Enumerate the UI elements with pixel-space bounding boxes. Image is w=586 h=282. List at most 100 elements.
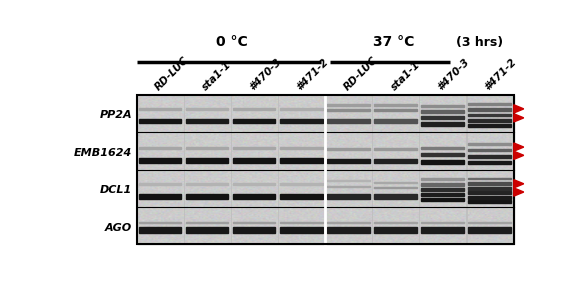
Bar: [186, 158, 229, 163]
Bar: [421, 105, 464, 107]
Bar: [327, 222, 370, 224]
Bar: [280, 183, 322, 184]
Bar: [186, 147, 229, 149]
Bar: [468, 200, 511, 203]
Text: sta1-1: sta1-1: [200, 59, 234, 92]
Bar: [374, 227, 417, 233]
Polygon shape: [514, 151, 524, 159]
Bar: [280, 147, 322, 149]
Bar: [139, 108, 181, 110]
Bar: [421, 227, 464, 233]
Bar: [186, 183, 229, 184]
Bar: [374, 182, 417, 183]
Bar: [280, 108, 322, 110]
Bar: [421, 116, 464, 119]
Bar: [186, 108, 229, 110]
Bar: [233, 119, 275, 123]
Bar: [233, 183, 275, 184]
Bar: [421, 222, 464, 224]
Text: EMB1624: EMB1624: [74, 148, 132, 158]
Polygon shape: [514, 188, 524, 196]
Polygon shape: [514, 105, 524, 113]
Bar: [139, 222, 181, 224]
Bar: [139, 194, 181, 199]
Bar: [468, 155, 511, 158]
Bar: [280, 222, 322, 224]
Bar: [468, 109, 511, 111]
Bar: [421, 160, 464, 164]
Bar: [139, 119, 181, 123]
Bar: [421, 110, 464, 113]
Bar: [468, 114, 511, 116]
Bar: [233, 222, 275, 224]
Bar: [233, 147, 275, 149]
Bar: [327, 159, 370, 163]
Bar: [421, 147, 464, 149]
Bar: [327, 194, 370, 199]
Polygon shape: [514, 180, 524, 188]
Bar: [233, 194, 275, 199]
Bar: [139, 183, 181, 184]
Text: RD-LUC: RD-LUC: [154, 55, 191, 92]
Bar: [468, 187, 511, 190]
Bar: [327, 148, 370, 150]
Bar: [421, 183, 464, 186]
Bar: [233, 108, 275, 110]
Text: 0 °C: 0 °C: [216, 35, 248, 49]
Bar: [468, 119, 511, 122]
Bar: [468, 143, 511, 145]
Polygon shape: [514, 114, 524, 122]
Bar: [186, 222, 229, 224]
Bar: [468, 222, 511, 224]
Bar: [280, 158, 322, 163]
Text: (3 hrs): (3 hrs): [456, 36, 503, 49]
Bar: [327, 180, 370, 181]
Bar: [327, 186, 370, 187]
Bar: [327, 119, 370, 123]
Bar: [421, 193, 464, 196]
Bar: [468, 191, 511, 194]
Bar: [139, 227, 181, 233]
Text: sta1-1: sta1-1: [389, 59, 422, 92]
Bar: [374, 194, 417, 199]
Text: #471-2: #471-2: [295, 57, 331, 92]
Bar: [468, 178, 511, 179]
Bar: [280, 227, 322, 233]
Bar: [468, 161, 511, 164]
Text: DCL1: DCL1: [100, 185, 132, 195]
Bar: [374, 104, 417, 106]
Bar: [139, 147, 181, 149]
Bar: [327, 109, 370, 111]
Text: #471-2: #471-2: [483, 57, 519, 92]
Text: 37 °C: 37 °C: [373, 35, 414, 49]
Polygon shape: [514, 143, 524, 151]
Bar: [421, 122, 464, 125]
Bar: [468, 196, 511, 199]
Text: #470-3: #470-3: [436, 57, 472, 92]
Bar: [421, 178, 464, 180]
Bar: [421, 198, 464, 201]
Bar: [186, 194, 229, 199]
Bar: [374, 222, 417, 224]
Bar: [374, 187, 417, 188]
Bar: [327, 104, 370, 106]
Bar: [280, 119, 322, 123]
Bar: [186, 227, 229, 233]
Bar: [233, 227, 275, 233]
Bar: [468, 182, 511, 184]
Text: PP2A: PP2A: [100, 110, 132, 120]
Text: AGO: AGO: [105, 222, 132, 233]
Bar: [139, 158, 181, 163]
Bar: [374, 109, 417, 111]
Bar: [468, 149, 511, 151]
Bar: [327, 227, 370, 233]
Bar: [374, 119, 417, 123]
Bar: [374, 159, 417, 163]
Bar: [421, 188, 464, 191]
Text: #470-3: #470-3: [247, 57, 283, 92]
Bar: [374, 148, 417, 150]
Bar: [421, 153, 464, 156]
Bar: [468, 103, 511, 105]
Bar: [186, 119, 229, 123]
Bar: [233, 158, 275, 163]
